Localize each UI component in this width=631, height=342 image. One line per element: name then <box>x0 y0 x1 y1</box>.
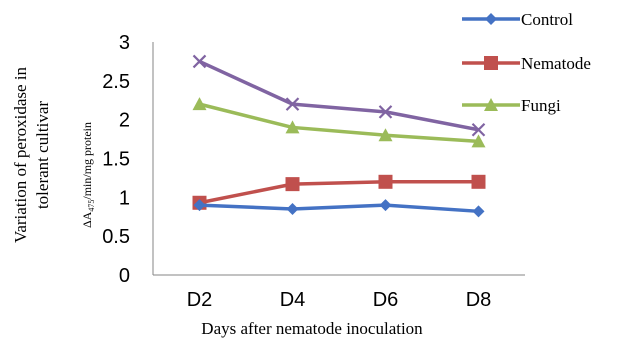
legend-marker <box>484 56 498 70</box>
data-point <box>378 128 393 142</box>
data-point <box>285 120 300 134</box>
legend-item: Nematode <box>462 54 591 73</box>
series-layer <box>192 54 486 218</box>
data-point <box>378 105 393 119</box>
series-1 <box>192 174 486 210</box>
y-tick-label: 0.5 <box>102 226 130 248</box>
data-point <box>286 202 299 215</box>
y-axis-unit-label: ΔA475/min/mg protein <box>80 122 96 228</box>
legend-marker <box>484 98 498 111</box>
y-axis-unit-subscript: 475 <box>87 200 96 212</box>
x-tick-label: D6 <box>373 289 399 311</box>
data-point <box>471 122 486 137</box>
x-axis-label: Days after nematode inoculation <box>201 319 423 338</box>
legend-label: Fungi <box>521 96 561 115</box>
x-tick-label: D4 <box>280 289 306 311</box>
data-point <box>285 177 300 192</box>
series-3 <box>192 54 486 137</box>
legend-label: Control <box>521 10 573 29</box>
data-point <box>193 199 206 212</box>
y-tick-labels: 0 0.5 1 1.5 2 2.5 3 <box>102 32 130 287</box>
y-tick-label: 3 <box>119 32 130 54</box>
y-axis-unit-group: ΔA475/min/mg protein <box>80 122 96 228</box>
y-tick-label: 1.5 <box>102 149 130 171</box>
x-tick-labels: D2 D4 D6 D8 <box>187 289 492 311</box>
series-line <box>199 203 479 214</box>
data-point <box>472 205 485 218</box>
data-point <box>379 199 392 212</box>
data-point <box>192 97 207 111</box>
legend: Control Nematode Fungi <box>462 10 591 115</box>
x-tick-label: D8 <box>466 289 492 311</box>
legend-item: Control <box>462 10 573 29</box>
y-tick-label: 0 <box>119 265 130 287</box>
series-2 <box>192 97 486 148</box>
axes <box>152 42 525 276</box>
series-line <box>198 59 479 132</box>
legend-marker <box>485 13 497 25</box>
y-tick-label: 1 <box>119 187 130 209</box>
y-tick-label: 2 <box>119 110 130 132</box>
y-axis-unit-prefix: ΔA <box>80 211 94 228</box>
y-axis-label-line1: Variation of peroxidase in <box>11 66 30 243</box>
data-point <box>471 134 486 148</box>
y-axis-label-line1-group: Variation of peroxidase in <box>11 66 30 243</box>
data-point <box>192 54 207 69</box>
data-point <box>471 174 486 189</box>
y-tick-label: 2.5 <box>102 71 130 93</box>
series-line <box>199 102 479 144</box>
series-0 <box>193 199 485 218</box>
series-line <box>199 180 479 205</box>
legend-label: Nematode <box>521 54 591 73</box>
x-tick-label: D2 <box>187 289 213 311</box>
data-point <box>378 174 393 189</box>
y-axis-label-line2: tolerant cultivar <box>33 101 52 209</box>
y-axis-label-line2-group: tolerant cultivar <box>33 101 52 209</box>
legend-item: Fungi <box>462 96 561 115</box>
y-axis-unit-suffix: /min/mg protein <box>80 122 94 200</box>
data-point <box>285 97 300 111</box>
